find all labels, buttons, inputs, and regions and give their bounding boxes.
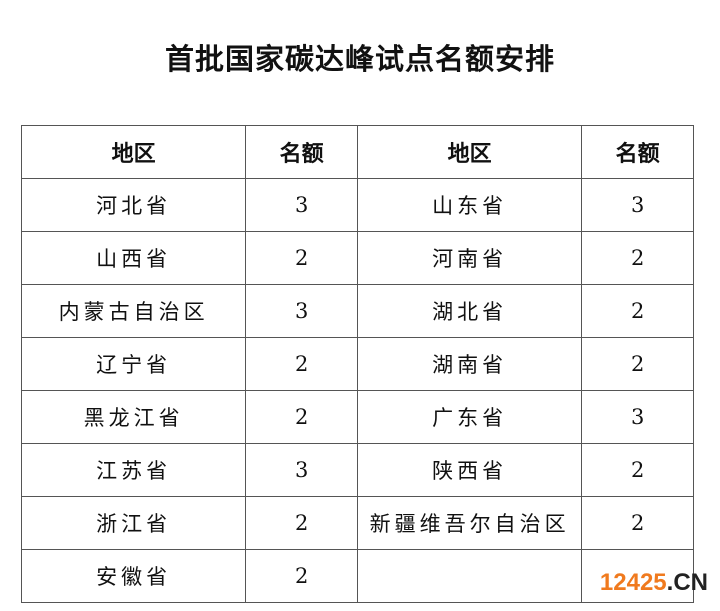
table-row: 内蒙古自治区 3 湖北省 2 <box>20 284 694 338</box>
header-quota: 名额 <box>581 125 694 179</box>
quota-cell: 3 <box>245 178 358 232</box>
header-quota: 名额 <box>245 125 358 179</box>
quota-cell: 3 <box>245 284 358 338</box>
region-cell: 辽宁省 <box>20 337 247 391</box>
header-region: 地区 <box>20 125 247 179</box>
quota-cell: 2 <box>581 337 694 391</box>
quota-cell: 2 <box>245 337 358 391</box>
region-cell: 河北省 <box>20 178 247 232</box>
quota-cell: 2 <box>581 231 694 285</box>
region-cell: 江苏省 <box>20 443 247 497</box>
table-header-row: 地区 名额 地区 名额 <box>20 125 694 179</box>
region-cell: 陕西省 <box>356 443 583 497</box>
quota-cell: 2 <box>245 549 358 603</box>
quota-cell: 2 <box>245 231 358 285</box>
region-cell: 山西省 <box>20 231 247 285</box>
quota-cell: 3 <box>245 443 358 497</box>
quota-cell: 3 <box>581 178 694 232</box>
region-cell: 湖南省 <box>356 337 583 391</box>
region-cell: 广东省 <box>356 390 583 444</box>
region-cell: 新疆维吾尔自治区 <box>356 496 583 550</box>
region-cell: 河南省 <box>356 231 583 285</box>
quota-table: 地区 名额 地区 名额 河北省 3 山东省 3 山西省 2 河南省 2 内蒙古自治区 3 湖北省 2 辽… <box>20 125 694 603</box>
region-cell: 湖北省 <box>356 284 583 338</box>
quota-cell: 2 <box>245 390 358 444</box>
quota-cell: 2 <box>245 496 358 550</box>
quota-cell: 2 <box>581 443 694 497</box>
table-row: 江苏省 3 陕西省 2 <box>20 443 694 497</box>
region-cell: 山东省 <box>356 178 583 232</box>
table-row: 黑龙江省 2 广东省 3 <box>20 390 694 444</box>
region-cell: 内蒙古自治区 <box>20 284 247 338</box>
region-cell: 黑龙江省 <box>20 390 247 444</box>
table-row: 辽宁省 2 湖南省 2 <box>20 337 694 391</box>
header-region: 地区 <box>356 125 583 179</box>
region-cell: 浙江省 <box>20 496 247 550</box>
quota-cell: 2 <box>581 284 694 338</box>
quota-cell <box>581 549 694 603</box>
watermark-logo: 12425.CN <box>599 569 708 596</box>
table-row: 浙江省 2 新疆维吾尔自治区 2 <box>20 496 694 550</box>
region-cell: 安徽省 <box>20 549 247 603</box>
table-row: 山西省 2 河南省 2 <box>20 231 694 285</box>
table-row: 安徽省 2 <box>20 549 694 603</box>
quota-cell: 3 <box>581 390 694 444</box>
quota-cell: 2 <box>581 496 694 550</box>
table-row: 河北省 3 山东省 3 <box>20 178 694 232</box>
page-title: 首批国家碳达峰试点名额安排 <box>164 42 555 76</box>
region-cell <box>356 549 583 603</box>
